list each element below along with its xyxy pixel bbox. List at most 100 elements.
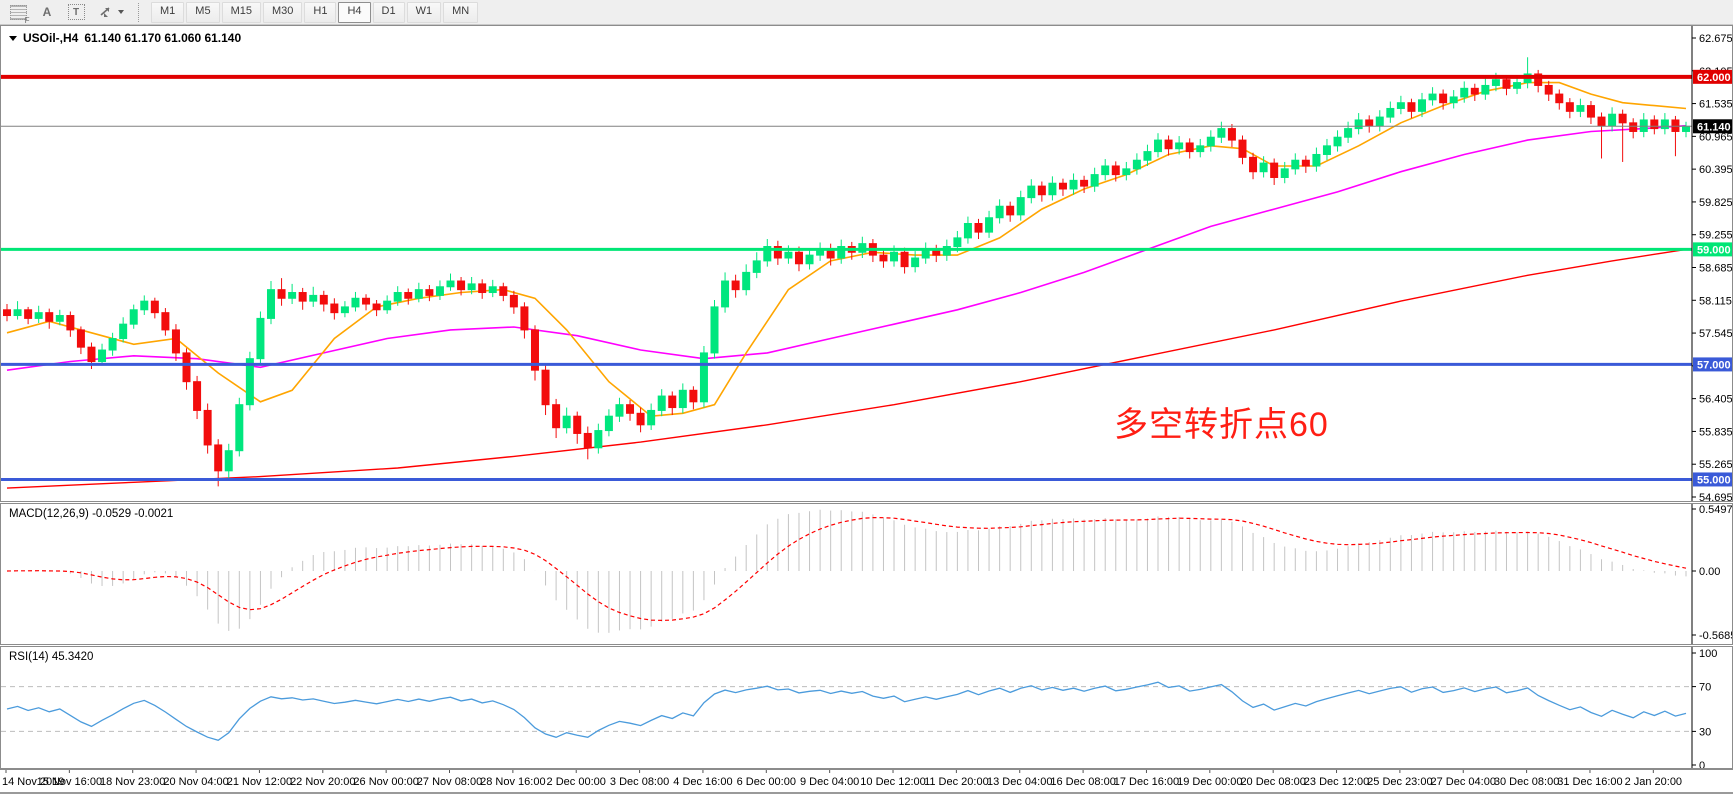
candle-body <box>478 283 487 294</box>
candle-body <box>1418 99 1427 112</box>
candle-body <box>1513 82 1522 89</box>
candle-body <box>1185 142 1194 153</box>
candle-body <box>55 315 64 322</box>
price-axis-tick-label: 60.395 <box>1699 164 1732 176</box>
slow-ma-line <box>6 248 1687 489</box>
candle-body <box>573 415 582 434</box>
rsi-panel[interactable]: RSI(14) 45.3420 100 70 30 0 <box>0 646 1733 769</box>
time-axis-label: 16 Dec 08:00 <box>1050 776 1115 788</box>
candle-body <box>425 289 434 296</box>
timeframe-button-m30[interactable]: M30 <box>262 1 303 23</box>
candle-body <box>626 404 635 414</box>
candle-body <box>1354 119 1363 130</box>
candle-body <box>773 246 782 259</box>
macd-axis-tick-label: -0.5685 <box>1699 630 1732 642</box>
time-axis-label: 22 Nov 20:00 <box>290 776 355 788</box>
candle-body <box>805 254 814 265</box>
candle-body <box>1132 159 1141 170</box>
candle-body <box>362 297 371 305</box>
candle-body <box>87 346 96 363</box>
main-chart-canvas[interactable]: 62.67562.10561.53560.96560.39559.82559.2… <box>1 26 1732 501</box>
candle-body <box>1143 151 1152 161</box>
price-axis-tick-label: 55.835 <box>1699 426 1732 438</box>
timeframe-button-m1[interactable]: M1 <box>151 1 185 23</box>
candle-body <box>3 309 11 317</box>
candle-body <box>119 323 128 340</box>
chart-menu-caret-icon[interactable] <box>9 35 17 41</box>
candle-body <box>520 306 529 331</box>
candle-body <box>1502 79 1511 89</box>
candle-body <box>1555 93 1564 104</box>
time-axis-label: 18 Nov 23:00 <box>100 776 165 788</box>
timeframe-button-h4[interactable]: H4 <box>338 1 371 23</box>
candle-body <box>1586 105 1595 118</box>
candle-body <box>1217 128 1226 138</box>
candle-body <box>1344 128 1353 138</box>
cursor-arrows-icon[interactable] <box>94 3 128 22</box>
candle-body <box>182 352 191 383</box>
candle-body <box>1396 102 1405 109</box>
candle-body <box>414 289 423 299</box>
candle-body <box>1227 128 1236 141</box>
candle-body <box>1629 122 1638 132</box>
candle-body <box>689 389 698 403</box>
candle-body <box>193 381 202 411</box>
rsi-axis-tick-label: 70 <box>1699 682 1711 694</box>
level-price-tag: 59.000 <box>1697 244 1731 256</box>
candle-body <box>1206 136 1215 147</box>
time-axis-label: 14 Nov 2019 <box>2 776 64 788</box>
candle-body <box>76 329 85 348</box>
candle-body <box>140 300 149 311</box>
candle-body <box>1597 116 1606 127</box>
chart-title: USOil-,H4 61.140 61.170 61.060 61.140 <box>9 31 241 45</box>
timeframe-button-m15[interactable]: M15 <box>221 1 261 23</box>
candle-body <box>668 395 677 409</box>
macd-panel[interactable]: MACD(12,26,9) -0.0529 -0.0021 0.5497 0.00… <box>0 503 1733 645</box>
time-axis-label: 10 Dec 12:00 <box>860 776 925 788</box>
time-axis-label: 19 Dec 00:00 <box>1177 776 1242 788</box>
chart-annotation-text[interactable]: 多空转折点60 <box>1114 406 1329 444</box>
candle-body <box>752 260 761 273</box>
time-axis-label: 13 Dec 04:00 <box>987 776 1052 788</box>
timeframe-button-m5[interactable]: M5 <box>186 1 220 23</box>
candle-body <box>985 217 994 233</box>
rsi-axis-tick-label: 100 <box>1699 648 1717 660</box>
current-price-tag: 61.140 <box>1697 121 1731 133</box>
rsi-label: RSI(14) 45.3420 <box>9 651 94 663</box>
candle-body <box>1481 84 1490 95</box>
main-chart-panel[interactable]: USOil-,H4 61.140 61.170 61.060 61.140 多空… <box>0 25 1733 502</box>
grid-snap-icon[interactable]: F <box>7 3 30 25</box>
rsi-canvas[interactable]: 100 70 30 0 <box>1 647 1732 768</box>
timeframe-button-w1[interactable]: W1 <box>406 1 442 23</box>
candle-body <box>351 297 360 308</box>
level-price-tag-bg <box>1693 472 1732 487</box>
timeframe-button-mn[interactable]: MN <box>443 1 479 23</box>
level-price-tag: 62.000 <box>1697 72 1731 84</box>
candle-body <box>636 412 645 426</box>
timeframe-button-h1[interactable]: H1 <box>304 1 337 23</box>
candle-body <box>66 315 75 331</box>
candle-body <box>1301 159 1310 167</box>
macd-label: MACD(12,26,9) -0.0529 -0.0021 <box>9 508 174 520</box>
time-axis-label: 21 Nov 12:00 <box>227 776 292 788</box>
candle-body <box>1164 139 1173 150</box>
text-label-icon[interactable]: T <box>65 3 87 22</box>
candle-body <box>277 289 286 299</box>
candle-body <box>171 329 180 354</box>
dropdown-caret-icon[interactable] <box>117 10 124 14</box>
candle-body <box>224 450 233 472</box>
macd-canvas[interactable]: 0.5497 0.00 -0.5685 <box>1 504 1732 644</box>
font-icon[interactable]: A <box>42 5 52 19</box>
timeframe-button-d1[interactable]: D1 <box>372 1 405 23</box>
price-axis-tick-label: 59.255 <box>1699 230 1732 242</box>
candle-body <box>1069 179 1078 190</box>
time-axis[interactable]: 14 Nov 2019 15 Nov 16:00 18 Nov 23:00 20 No… <box>0 769 1733 794</box>
price-axis-tick-label: 54.695 <box>1699 492 1732 501</box>
level-price-tag: 57.000 <box>1697 359 1731 371</box>
candle-body <box>45 312 54 322</box>
candle-body <box>446 280 455 288</box>
current-price-tag-bg <box>1693 119 1732 134</box>
candle-body <box>1006 205 1015 216</box>
candle-body <box>890 251 899 262</box>
candle-body <box>742 271 751 291</box>
